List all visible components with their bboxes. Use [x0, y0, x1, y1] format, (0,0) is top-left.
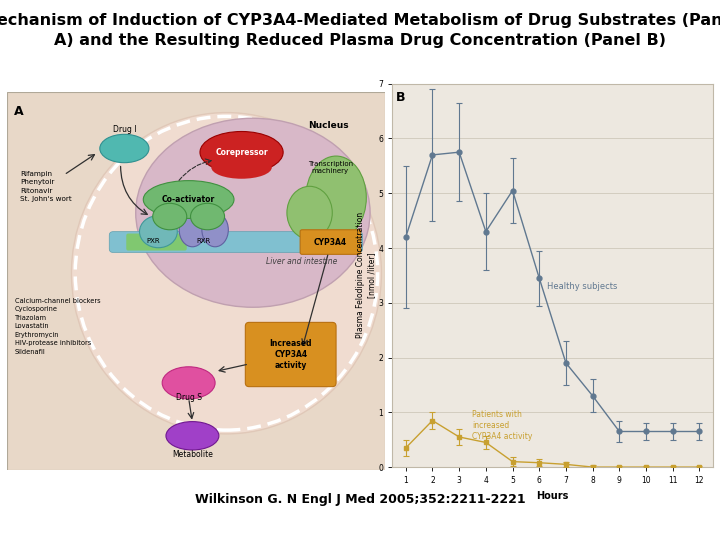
FancyBboxPatch shape: [246, 322, 336, 387]
Ellipse shape: [153, 203, 186, 230]
Ellipse shape: [191, 203, 225, 230]
FancyBboxPatch shape: [300, 230, 361, 254]
FancyBboxPatch shape: [109, 232, 363, 252]
Ellipse shape: [287, 186, 333, 239]
Text: A: A: [14, 105, 24, 118]
Text: Healthy subjects: Healthy subjects: [547, 282, 618, 291]
Ellipse shape: [306, 156, 366, 239]
Text: Corepressor: Corepressor: [215, 148, 268, 157]
Text: PXR: PXR: [146, 238, 160, 244]
X-axis label: Hours: Hours: [536, 491, 569, 501]
Text: Wilkinson G. N Engl J Med 2005;352:2211-2221: Wilkinson G. N Engl J Med 2005;352:2211-…: [194, 493, 526, 506]
Ellipse shape: [162, 367, 215, 399]
Text: RXR: RXR: [197, 238, 211, 244]
Text: Calcium-channel blockers
Cyclosporine
Triazolam
Lovastatin
Erythromycin
HIV-prot: Calcium-channel blockers Cyclosporine Tr…: [15, 298, 100, 355]
Ellipse shape: [200, 131, 283, 173]
FancyBboxPatch shape: [7, 92, 385, 470]
Text: B: B: [395, 91, 405, 104]
Text: Liver and intestine: Liver and intestine: [266, 258, 338, 266]
Ellipse shape: [71, 113, 382, 434]
Text: Mechanism of Induction of CYP3A4-Mediated Metabolism of Drug Substrates (Panel
A: Mechanism of Induction of CYP3A4-Mediate…: [0, 14, 720, 48]
Ellipse shape: [179, 213, 206, 247]
Ellipse shape: [100, 134, 149, 163]
Text: Drug I: Drug I: [112, 125, 136, 134]
Text: Drug S: Drug S: [176, 394, 202, 402]
Text: Co-activator: Co-activator: [162, 195, 215, 204]
Y-axis label: Plasma Felodipine Concentration
[nmol /liter]: Plasma Felodipine Concentration [nmol /l…: [356, 212, 376, 339]
Ellipse shape: [166, 422, 219, 450]
Text: Metabolite: Metabolite: [172, 450, 213, 459]
Ellipse shape: [212, 156, 272, 179]
Text: Rifampin
Phenytoir
Ritonavir
St. John's wort: Rifampin Phenytoir Ritonavir St. John's …: [20, 171, 72, 202]
Text: Patients with
increased
CYP3A4 activity: Patients with increased CYP3A4 activity: [472, 409, 533, 441]
Text: CYP3A4: CYP3A4: [314, 238, 347, 247]
Ellipse shape: [202, 213, 228, 247]
Ellipse shape: [140, 215, 177, 248]
Ellipse shape: [135, 118, 370, 307]
Text: Increased
CYP3A4
activity: Increased CYP3A4 activity: [269, 339, 312, 370]
Text: Nucleus: Nucleus: [308, 122, 348, 130]
Text: Transcription
machinery: Transcription machinery: [308, 160, 353, 174]
FancyBboxPatch shape: [126, 233, 186, 251]
Ellipse shape: [143, 180, 234, 218]
